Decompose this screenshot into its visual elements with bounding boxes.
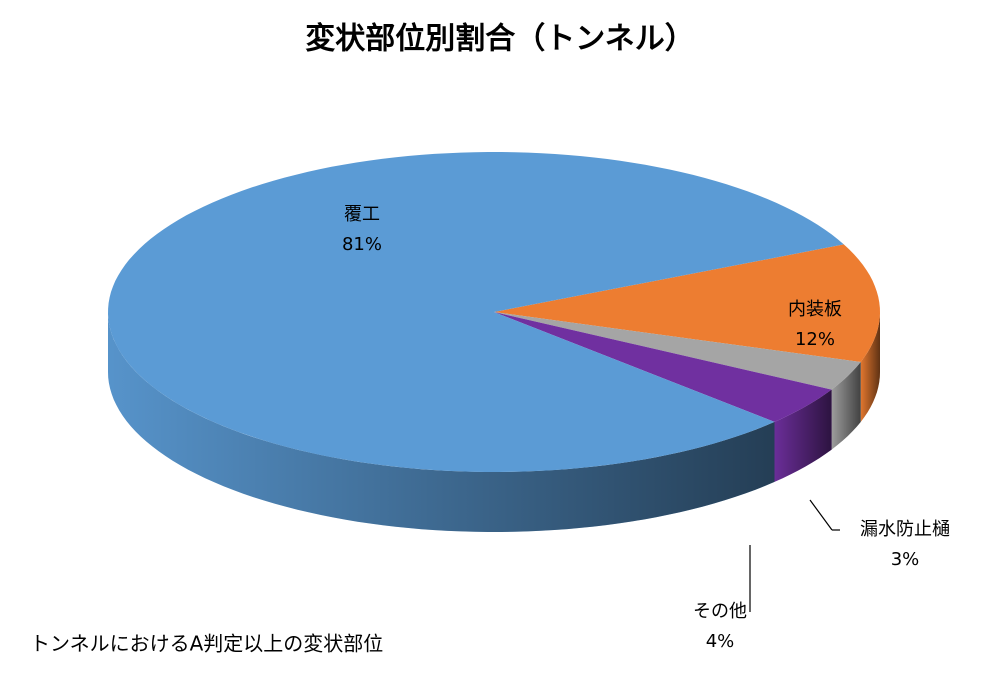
slice: [494, 312, 832, 422]
leader-line: [809, 499, 833, 531]
slice: [494, 312, 861, 390]
chart-title: 変状部位別割合（トンネル）: [305, 22, 694, 57]
pie-tops: [108, 152, 880, 472]
value-label: 81%: [342, 234, 382, 255]
slice-side-shade: [831, 362, 861, 450]
slice: [494, 244, 880, 362]
chart-note: トンネルにおけるA判定以上の変状部位: [30, 632, 383, 656]
slice-side-shade: [774, 389, 832, 482]
slice: [108, 152, 844, 472]
value-label: 4%: [706, 631, 735, 652]
slice-label: その他: [693, 601, 747, 622]
slice-label: 覆工: [344, 204, 380, 225]
slice-side-shade: [860, 312, 880, 422]
pie-sides: [108, 312, 880, 532]
slice-label: 漏水防止樋: [860, 519, 950, 540]
slice-side-shade: [108, 312, 775, 532]
labels: 内装板 12% 漏水防止樋 3% その他 4% 覆工 81%: [342, 204, 950, 652]
slice-label: 内装板: [788, 299, 842, 320]
value-label: 3%: [891, 549, 920, 570]
value-label: 12%: [795, 329, 835, 350]
